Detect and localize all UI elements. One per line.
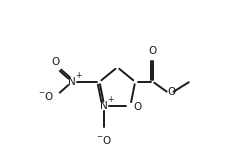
Text: O: O [134, 102, 142, 112]
Text: O: O [168, 87, 176, 97]
Text: $^{-}$O: $^{-}$O [38, 90, 54, 102]
Text: O: O [52, 57, 60, 67]
Text: N: N [68, 77, 76, 87]
Text: +: + [107, 95, 114, 104]
Text: N: N [101, 101, 108, 111]
Text: +: + [75, 71, 81, 80]
Text: O: O [149, 46, 157, 56]
Text: $^{-}$O: $^{-}$O [96, 134, 112, 146]
